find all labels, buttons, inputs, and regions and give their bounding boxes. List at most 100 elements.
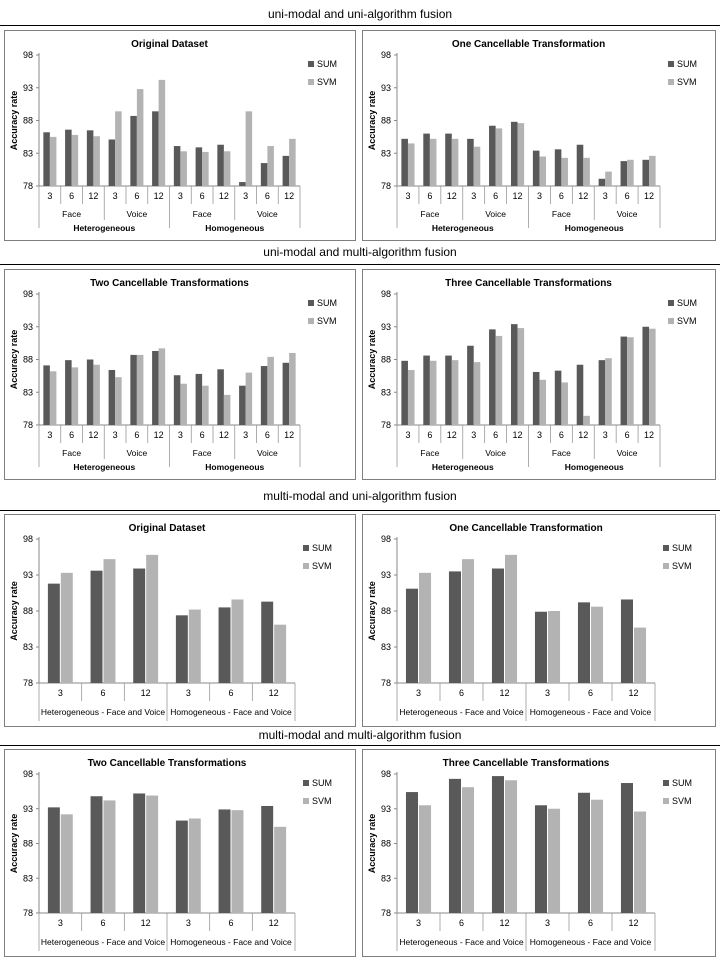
bar-svm bbox=[419, 572, 432, 683]
bar-sum bbox=[489, 125, 496, 186]
chart-title: Two Cancellable Transformations bbox=[90, 278, 249, 289]
chart-svg: Two Cancellable Transformations 78 83 88 93 9… bbox=[9, 278, 337, 472]
legend-label-sum: SUM bbox=[317, 298, 337, 308]
bar-svm bbox=[180, 151, 187, 186]
y-tick-label: 83 bbox=[381, 148, 391, 158]
x-tick-label: 3 bbox=[243, 191, 248, 201]
legend-label-sum: SUM bbox=[672, 778, 692, 788]
bar-svm bbox=[605, 171, 612, 186]
bar-svm bbox=[407, 143, 415, 186]
bar-sum bbox=[423, 133, 430, 186]
legend-swatch-svm bbox=[303, 563, 309, 569]
y-axis-label: Accuracy rate bbox=[367, 581, 377, 641]
x-tick-label: 3 bbox=[178, 191, 183, 201]
legend-swatch-sum bbox=[668, 300, 674, 306]
bar-svm bbox=[591, 799, 604, 913]
bar-sum bbox=[620, 599, 633, 683]
legend-label-sum: SUM bbox=[672, 543, 692, 553]
bar-svm bbox=[267, 356, 274, 425]
bar-svm bbox=[649, 155, 656, 186]
bar-svm bbox=[583, 157, 590, 186]
bar-sum bbox=[445, 133, 452, 186]
bar-sum bbox=[532, 150, 540, 186]
bar-svm bbox=[634, 811, 647, 913]
x-tick-label: 6 bbox=[559, 191, 564, 201]
x-tick-label: 3 bbox=[186, 688, 191, 698]
bar-svm bbox=[634, 627, 647, 683]
chart-svg: Two Cancellable Transformations 78 83 88 93 9… bbox=[9, 758, 332, 951]
x-tick-label: 6 bbox=[200, 191, 205, 201]
legend-label-sum: SUM bbox=[677, 59, 697, 69]
bar-sum bbox=[598, 360, 606, 425]
bar-sum bbox=[405, 792, 418, 913]
bar-svm bbox=[539, 379, 547, 425]
bar-sum bbox=[218, 809, 231, 913]
x-tick-label: 6 bbox=[100, 688, 105, 698]
bar-svm bbox=[462, 559, 475, 683]
subgroup-label: Voice bbox=[617, 448, 638, 458]
section-rule-4 bbox=[0, 745, 720, 746]
group-label: Homogeneous - Face and Voice bbox=[530, 937, 652, 947]
x-tick-label: 6 bbox=[134, 430, 139, 440]
x-tick-label: 3 bbox=[471, 430, 476, 440]
bar-svm bbox=[451, 138, 459, 186]
bar-sum bbox=[467, 138, 474, 186]
legend-swatch-sum bbox=[663, 780, 669, 786]
group-label: Heterogeneous - Face and Voice bbox=[41, 707, 166, 717]
x-tick-label: 3 bbox=[471, 191, 476, 201]
bar-sum bbox=[152, 111, 159, 186]
x-tick-label: 6 bbox=[69, 191, 74, 201]
bar-sum bbox=[65, 360, 72, 425]
bar-svm bbox=[231, 810, 244, 913]
chart-panel-multi-uni-original: Original Dataset 78 83 88 93 98 Accuracy rate 3… bbox=[4, 514, 356, 727]
x-tick-label: 3 bbox=[603, 430, 608, 440]
bar-sum bbox=[554, 370, 562, 425]
section-rule-2 bbox=[0, 264, 720, 265]
group-label: Homogeneous bbox=[205, 223, 264, 233]
bar-sum bbox=[448, 571, 461, 683]
section-title-3: multi-modal and uni-algorithm fusion bbox=[263, 489, 457, 503]
legend-swatch-svm bbox=[303, 798, 309, 804]
y-tick-label: 83 bbox=[23, 642, 33, 652]
chart-title: Three Cancellable Transformations bbox=[443, 758, 610, 769]
x-tick-label: 3 bbox=[545, 918, 550, 928]
bar-sum bbox=[175, 820, 188, 913]
y-tick-label: 88 bbox=[381, 116, 391, 126]
x-tick-label: 3 bbox=[537, 430, 542, 440]
bar-sum bbox=[152, 350, 159, 425]
bar-svm bbox=[649, 328, 656, 425]
subgroup-label: Face bbox=[420, 448, 439, 458]
bar-svm bbox=[473, 146, 481, 186]
bar-sum bbox=[173, 375, 181, 425]
bar-svm bbox=[136, 354, 144, 425]
y-tick-label: 88 bbox=[23, 355, 33, 365]
legend-label-svm: SVM bbox=[312, 796, 332, 806]
bar-svm bbox=[289, 352, 296, 425]
bar-sum bbox=[108, 369, 116, 425]
x-tick-label: 12 bbox=[447, 430, 457, 440]
x-tick-label: 12 bbox=[154, 430, 164, 440]
x-tick-label: 6 bbox=[588, 688, 593, 698]
bar-sum bbox=[260, 366, 268, 425]
chart-panel-multi-multi-two: Two Cancellable Transformations 78 83 88 93 9… bbox=[4, 749, 356, 957]
section-title-1: uni-modal and uni-algorithm fusion bbox=[267, 7, 453, 21]
chart-svg: Three Cancellable Transformations 78 83 88 9… bbox=[367, 278, 697, 472]
x-tick-label: 3 bbox=[416, 688, 421, 698]
y-axis-label: Accuracy rate bbox=[367, 91, 377, 151]
bar-svm bbox=[289, 138, 296, 186]
x-tick-label: 3 bbox=[405, 430, 410, 440]
subgroup-label: Face bbox=[62, 448, 81, 458]
bar-sum bbox=[534, 611, 547, 683]
x-tick-label: 12 bbox=[644, 191, 654, 201]
y-tick-label: 93 bbox=[381, 322, 391, 332]
subgroup-label: Face bbox=[552, 448, 571, 458]
section-rule-3 bbox=[0, 510, 720, 511]
y-tick-label: 98 bbox=[381, 769, 391, 779]
legend-swatch-svm bbox=[308, 318, 314, 324]
x-tick-label: 6 bbox=[427, 430, 432, 440]
bar-sum bbox=[620, 783, 633, 913]
bar-svm bbox=[245, 372, 253, 425]
group-label: Homogeneous - Face and Voice bbox=[530, 707, 652, 717]
group-label: Homogeneous bbox=[565, 462, 624, 472]
x-tick-label: 6 bbox=[427, 191, 432, 201]
